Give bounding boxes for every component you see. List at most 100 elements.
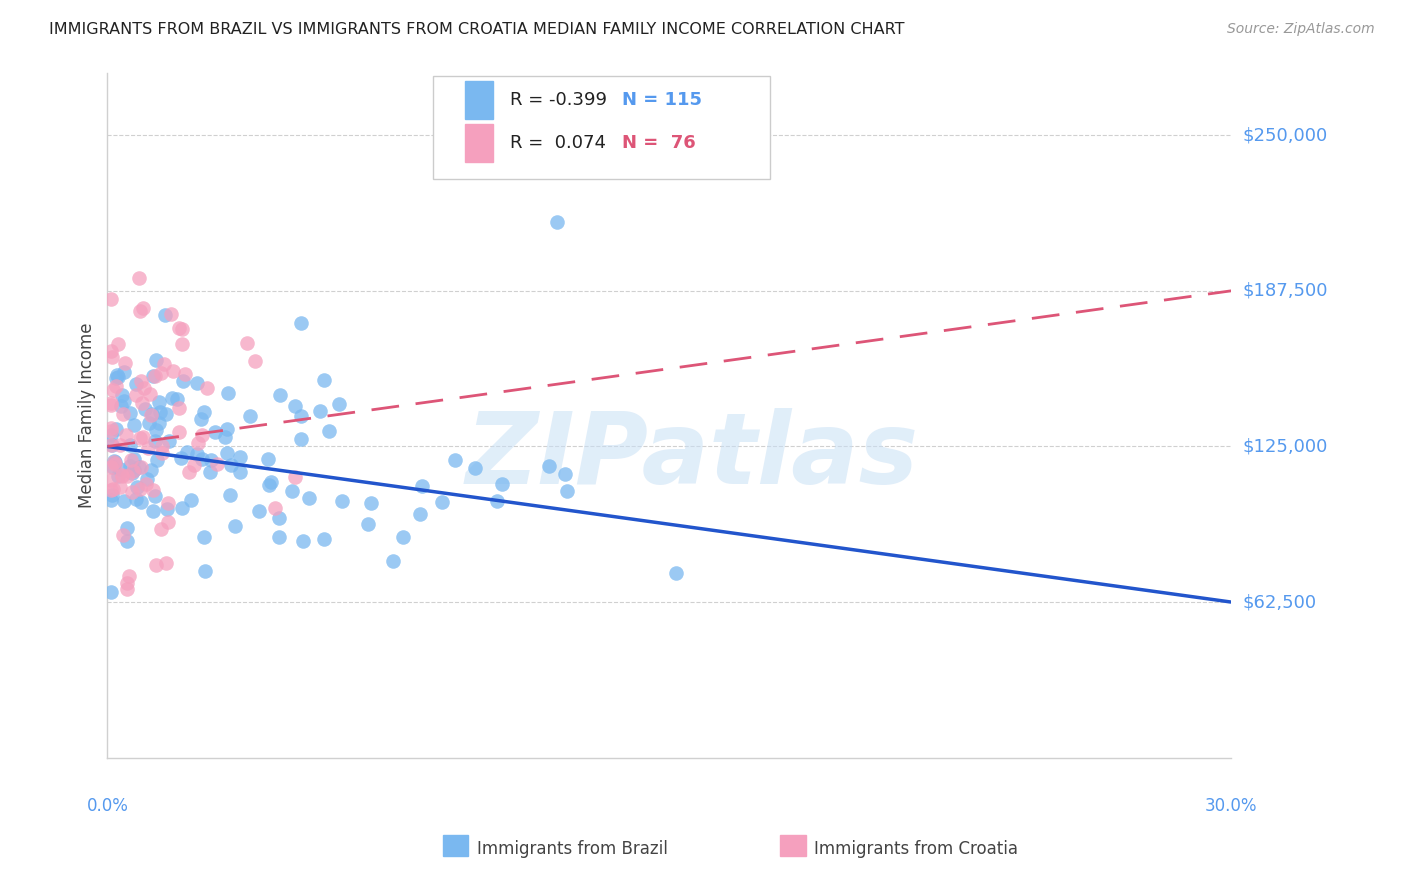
Point: [219, 488, 242, 502]
Point: [224, 519, 246, 533]
Point: [187, 435, 209, 450]
Point: [430, 494, 453, 508]
Point: [100, 460, 122, 475]
Point: [100, 473, 122, 487]
Point: [111, 528, 134, 542]
Point: [290, 409, 312, 423]
Point: [131, 495, 153, 509]
Point: [357, 516, 380, 531]
Point: [145, 558, 167, 572]
Point: [100, 438, 122, 452]
Point: [100, 398, 122, 412]
Point: [221, 458, 243, 472]
Point: [166, 392, 188, 406]
Point: [104, 371, 127, 385]
Point: [131, 429, 153, 443]
Point: [135, 472, 157, 486]
Point: [136, 442, 159, 456]
Point: [155, 309, 177, 323]
Point: [486, 493, 509, 508]
Point: [103, 455, 125, 469]
Point: [100, 396, 122, 410]
Point: [263, 501, 285, 516]
Point: [330, 493, 353, 508]
Point: [101, 383, 124, 397]
Point: [100, 438, 122, 452]
Point: [103, 459, 125, 474]
Point: [200, 453, 222, 467]
Text: $62,500: $62,500: [1243, 593, 1316, 611]
Point: [111, 407, 134, 421]
Point: [186, 376, 208, 390]
Point: [290, 317, 312, 331]
Point: [464, 461, 486, 475]
Point: [170, 501, 193, 516]
Point: [148, 395, 170, 409]
Point: [214, 429, 236, 443]
Point: [215, 422, 238, 436]
FancyBboxPatch shape: [465, 124, 494, 161]
Point: [107, 369, 129, 384]
Point: [124, 387, 146, 401]
Point: [328, 397, 350, 411]
Point: [141, 407, 163, 421]
Point: [267, 510, 290, 524]
Point: [112, 393, 135, 408]
Point: [229, 450, 252, 464]
Point: [160, 391, 183, 405]
Point: [143, 434, 166, 449]
Point: [169, 401, 191, 416]
Point: [180, 493, 202, 508]
Point: [125, 491, 148, 506]
Point: [176, 445, 198, 459]
FancyBboxPatch shape: [433, 77, 770, 179]
Point: [229, 466, 252, 480]
Point: [148, 416, 170, 430]
Point: [129, 482, 152, 496]
Point: [118, 459, 141, 474]
Point: [411, 479, 433, 493]
Text: 0.0%: 0.0%: [86, 797, 128, 814]
Point: [111, 388, 134, 402]
Point: [135, 477, 157, 491]
Point: [167, 321, 190, 335]
Point: [150, 522, 173, 536]
Point: [117, 575, 139, 590]
Text: 30.0%: 30.0%: [1205, 797, 1257, 814]
Point: [100, 344, 122, 359]
Point: [122, 463, 145, 477]
Point: [117, 521, 139, 535]
Point: [149, 404, 172, 418]
Point: [195, 381, 218, 395]
Point: [167, 425, 190, 440]
Point: [104, 454, 127, 468]
Point: [408, 508, 430, 522]
Point: [128, 431, 150, 445]
Text: IMMIGRANTS FROM BRAZIL VS IMMIGRANTS FROM CROATIA MEDIAN FAMILY INCOME CORRELATI: IMMIGRANTS FROM BRAZIL VS IMMIGRANTS FRO…: [49, 22, 904, 37]
Point: [107, 469, 129, 483]
Point: [546, 215, 568, 229]
Point: [150, 439, 173, 453]
Point: [257, 452, 280, 467]
Point: [110, 480, 132, 494]
Point: [117, 569, 139, 583]
Point: [207, 457, 229, 471]
Point: [183, 458, 205, 472]
Point: [132, 301, 155, 315]
Y-axis label: Median Family Income: Median Family Income: [79, 323, 96, 508]
Point: [193, 405, 215, 419]
Point: [156, 515, 179, 529]
Point: [115, 428, 138, 442]
Point: [312, 533, 335, 547]
Point: [101, 350, 124, 364]
Point: [100, 483, 122, 497]
Point: [129, 304, 152, 318]
Point: [115, 533, 138, 548]
Point: [150, 446, 173, 460]
Point: [198, 465, 221, 479]
Text: N = 115: N = 115: [621, 91, 702, 109]
Point: [129, 459, 152, 474]
Point: [172, 374, 194, 388]
Point: [121, 484, 143, 499]
Point: [145, 423, 167, 437]
